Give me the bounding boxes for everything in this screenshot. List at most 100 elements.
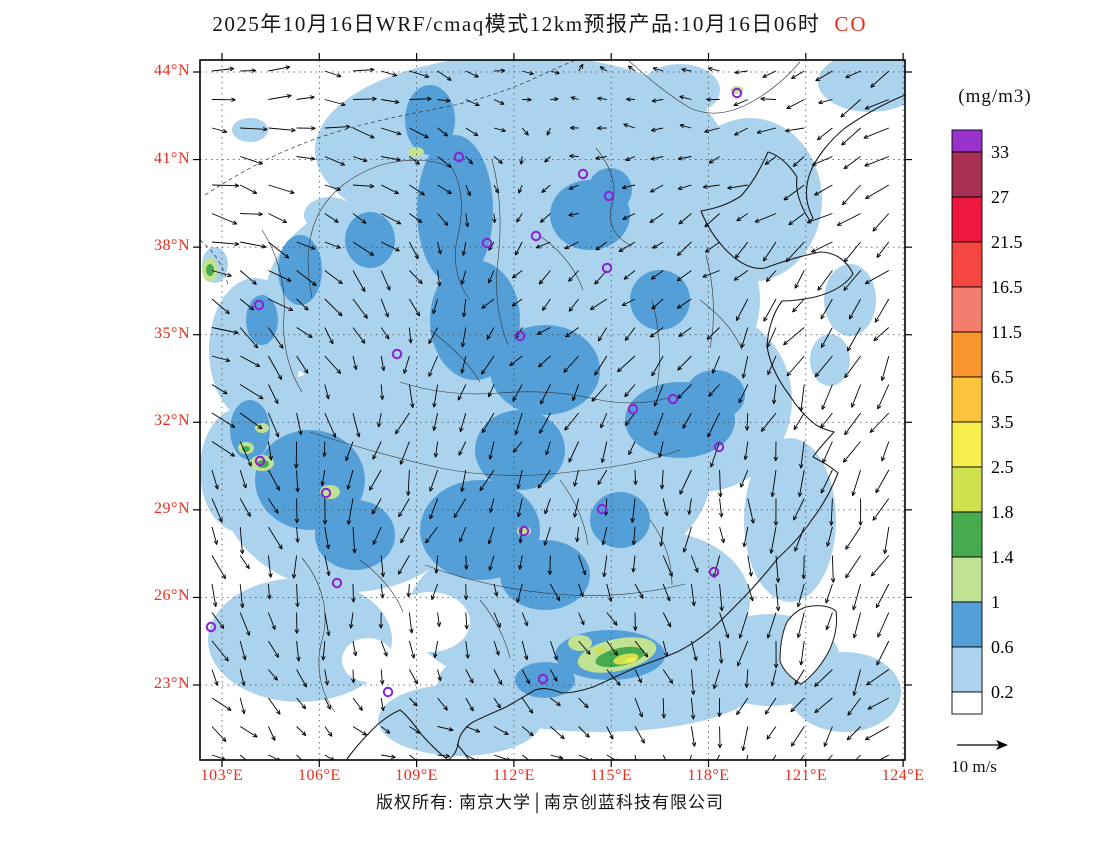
wind-arrow bbox=[679, 469, 692, 495]
wind-arrow-head bbox=[311, 281, 317, 286]
wind-arrow-head bbox=[877, 404, 882, 410]
wind-arrow-head bbox=[322, 519, 328, 525]
wind-arrow bbox=[521, 612, 529, 627]
wind-arrow-head bbox=[690, 714, 696, 720]
wind-arrow bbox=[564, 241, 579, 250]
wind-arrow-head bbox=[275, 485, 280, 491]
wind-arrow bbox=[594, 355, 608, 376]
wind-arrow bbox=[409, 298, 420, 317]
wind-arrow bbox=[794, 270, 805, 289]
contour-region-0.6 bbox=[345, 212, 395, 268]
wind-arrow-head bbox=[799, 463, 804, 469]
wind-arrow-head bbox=[649, 218, 655, 224]
wind-arrow-head bbox=[431, 595, 436, 601]
wind-arrow-head bbox=[676, 304, 682, 309]
wind-arrow bbox=[621, 298, 636, 307]
wind-arrow bbox=[211, 241, 239, 245]
wind-arrow bbox=[595, 156, 607, 160]
wind-arrow-head bbox=[852, 691, 857, 696]
wind-arrow-head bbox=[353, 365, 358, 370]
wind-arrow-head bbox=[650, 156, 656, 161]
wind-arrow bbox=[877, 384, 890, 410]
wind-arrow-head bbox=[762, 256, 768, 262]
wind-arrow-head bbox=[639, 593, 644, 599]
wind-arrow-head bbox=[230, 423, 236, 428]
wind-arrow bbox=[493, 127, 506, 132]
wind-arrow-head bbox=[589, 305, 595, 311]
wind-arrow-head bbox=[679, 123, 685, 129]
wind-arrow-head bbox=[754, 218, 760, 223]
wind-arrow-head bbox=[443, 131, 449, 137]
wind-arrow bbox=[296, 327, 313, 338]
wind-arrow bbox=[293, 555, 298, 579]
wind-arrow-head bbox=[459, 427, 464, 433]
wind-arrow bbox=[826, 526, 833, 547]
wind-arrow bbox=[435, 441, 439, 458]
wind-arrow bbox=[352, 412, 360, 438]
wind-arrow-head bbox=[222, 389, 228, 395]
city-marker bbox=[320, 487, 332, 499]
wind-arrow-head bbox=[506, 757, 511, 760]
wind-arrow bbox=[870, 70, 890, 88]
wind-arrow bbox=[239, 526, 243, 554]
wind-arrow-head bbox=[744, 426, 750, 431]
contour-region-1 bbox=[408, 147, 424, 157]
wind-arrow-head bbox=[858, 521, 863, 526]
wind-arrow bbox=[739, 612, 749, 639]
wind-arrow bbox=[602, 526, 608, 546]
wind-arrow bbox=[742, 726, 749, 751]
wind-arrow-head bbox=[384, 312, 389, 318]
wind-arrow bbox=[408, 612, 413, 634]
wind-arrow bbox=[540, 213, 551, 223]
wind-arrow-head bbox=[406, 491, 411, 496]
wind-arrow-head bbox=[245, 630, 251, 636]
wind-arrow-head bbox=[707, 66, 713, 72]
wind-arrow bbox=[852, 469, 862, 496]
wind-arrow-head bbox=[271, 625, 276, 630]
wind-arrow-head bbox=[847, 710, 852, 716]
wind-arrow-head bbox=[303, 368, 309, 374]
country-border-dotted bbox=[204, 60, 577, 196]
wind-arrow bbox=[825, 612, 833, 631]
wind-arrow-head bbox=[682, 547, 688, 553]
wind-arrow bbox=[652, 241, 664, 249]
wind-arrow bbox=[634, 583, 644, 599]
wind-arrow-head bbox=[615, 680, 621, 686]
wind-arrow bbox=[521, 697, 534, 714]
wind-arrow-head bbox=[379, 395, 385, 400]
wind-arrow bbox=[489, 441, 495, 460]
wind-arrow bbox=[211, 68, 235, 72]
wind-arrow bbox=[324, 697, 331, 710]
wind-arrow bbox=[874, 298, 890, 323]
wind-arrow-head bbox=[428, 371, 433, 377]
wind-arrow-head bbox=[654, 430, 659, 436]
wind-arrow bbox=[324, 555, 330, 576]
wind-arrow bbox=[352, 355, 357, 370]
wind-arrow bbox=[488, 270, 495, 284]
wind-arrow-head bbox=[873, 336, 879, 342]
province-boundary bbox=[424, 564, 686, 596]
wind-arrow-head bbox=[251, 764, 255, 768]
wind-arrow-head bbox=[794, 283, 799, 289]
wind-arrow-head bbox=[702, 273, 708, 278]
wind-arrow bbox=[409, 241, 419, 259]
wind-arrow-head bbox=[474, 101, 480, 107]
wind-arrow-head bbox=[597, 336, 603, 342]
wind-arrow bbox=[380, 384, 383, 400]
wind-arrow-head bbox=[841, 140, 847, 146]
wind-arrow bbox=[352, 640, 357, 656]
wind-arrow bbox=[211, 640, 229, 662]
wind-arrow-head bbox=[464, 624, 469, 630]
wind-arrow bbox=[550, 98, 559, 100]
wind-arrow-head bbox=[224, 656, 229, 662]
wind-arrow-head bbox=[842, 770, 846, 774]
wind-arrow-head bbox=[702, 184, 708, 189]
wind-arrow bbox=[800, 640, 805, 666]
wind-arrow-head bbox=[512, 447, 518, 453]
wind-arrow-head bbox=[681, 67, 687, 73]
wind-arrow bbox=[606, 669, 621, 686]
wind-arrow bbox=[296, 697, 307, 710]
wind-arrow-head bbox=[285, 65, 291, 70]
